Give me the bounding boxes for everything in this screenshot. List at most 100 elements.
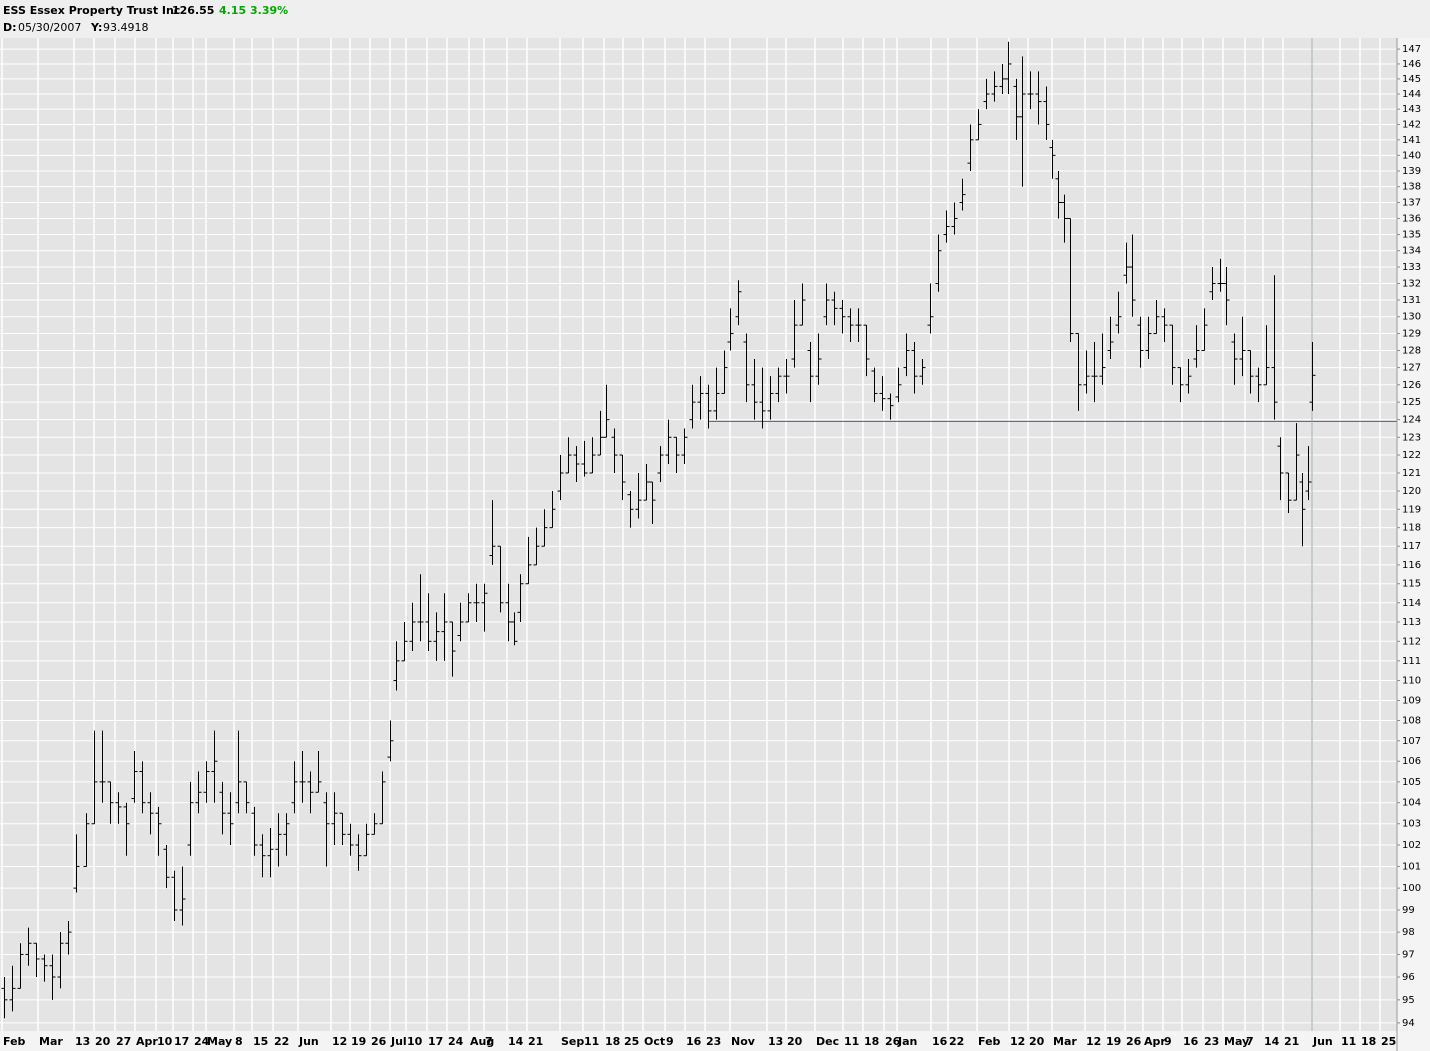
x-tick-label: 17 <box>174 1035 189 1048</box>
y-tick-label: 134 <box>1402 246 1421 257</box>
change-pct: 3.39% <box>250 4 288 17</box>
y-tick-label: 95 <box>1402 995 1415 1006</box>
y-tick-label: 117 <box>1402 541 1421 552</box>
y-tick-label: 129 <box>1402 329 1421 340</box>
x-tick-label: 19 <box>1106 1035 1121 1048</box>
y-tick-label: 123 <box>1402 432 1421 443</box>
ticker-name: ESS Essex Property Trust Inc <box>3 4 180 17</box>
x-tick-label: 12 <box>1010 1035 1025 1048</box>
x-tick-label: May <box>207 1035 232 1048</box>
y-tick-label: 96 <box>1402 972 1415 983</box>
y-tick-label: 127 <box>1402 363 1421 374</box>
y-tick-label: 146 <box>1402 59 1421 70</box>
y-tick-label: 132 <box>1402 278 1421 289</box>
x-tick-label: 26 <box>885 1035 901 1048</box>
x-tick-label: Sep <box>561 1035 584 1048</box>
y-tick-label: 142 <box>1402 119 1421 130</box>
y-tick-label: 111 <box>1402 656 1421 667</box>
y-tick-label: 108 <box>1402 716 1421 727</box>
x-tick-label: 21 <box>528 1035 543 1048</box>
y-tick-label: 116 <box>1402 560 1421 571</box>
x-tick-label: Aug <box>470 1035 494 1048</box>
x-tick-label: 20 <box>787 1035 803 1048</box>
x-tick-label: 21 <box>1284 1035 1299 1048</box>
x-tick-label: Jun <box>298 1035 319 1048</box>
x-tick-label: 22 <box>274 1035 289 1048</box>
y-tick-label: 119 <box>1402 504 1421 515</box>
y-tick-label: 107 <box>1402 736 1421 747</box>
y-tick-label: 94 <box>1402 1018 1415 1029</box>
x-tick-label: 27 <box>116 1035 131 1048</box>
y-tick-label: 102 <box>1402 840 1421 851</box>
x-tick-label: 25 <box>624 1035 639 1048</box>
x-tick-label: 10 <box>407 1035 423 1048</box>
x-tick-label: 12 <box>332 1035 347 1048</box>
y-tick-label: 136 <box>1402 213 1421 224</box>
y-tick-label: 114 <box>1402 598 1421 609</box>
y-tick-label: 113 <box>1402 617 1421 628</box>
y-tick-label: 112 <box>1402 636 1421 647</box>
x-tick-label: 13 <box>768 1035 783 1048</box>
y-tick-label: 98 <box>1402 927 1415 938</box>
y-tick-label: 109 <box>1402 695 1421 706</box>
y-tick-label: 147 <box>1402 44 1421 55</box>
x-tick-label: 8 <box>235 1035 243 1048</box>
y-tick-label: 118 <box>1402 523 1421 534</box>
x-tick-label: 18 <box>864 1035 879 1048</box>
x-tick-label: 18 <box>1361 1035 1376 1048</box>
x-tick-label: 16 <box>686 1035 702 1048</box>
x-tick-label: 20 <box>1029 1035 1045 1048</box>
y-tick-label: 103 <box>1402 819 1421 830</box>
y-tick-label: 97 <box>1402 949 1415 960</box>
y-tick-label: 143 <box>1402 104 1421 115</box>
x-tick-label: Jul <box>390 1035 407 1048</box>
y-tick-label: 144 <box>1402 89 1421 100</box>
y-label: Y: <box>90 21 102 34</box>
y-tick-label: 133 <box>1402 262 1421 273</box>
x-tick-label: 12 <box>1086 1035 1101 1048</box>
x-tick-label: 14 <box>1264 1035 1280 1048</box>
plot-bg <box>0 38 1397 1031</box>
x-tick-label: 15 <box>253 1035 268 1048</box>
y-tick-label: 115 <box>1402 579 1421 590</box>
x-tick-label: Dec <box>816 1035 839 1048</box>
x-tick-label: 23 <box>706 1035 721 1048</box>
x-tick-label: Nov <box>731 1035 756 1048</box>
x-tick-label: Jan <box>897 1035 917 1048</box>
y-tick-label: 106 <box>1402 756 1421 767</box>
x-tick-label: Feb <box>3 1035 26 1048</box>
y-tick-label: 125 <box>1402 397 1421 408</box>
y-tick-label: 131 <box>1402 295 1421 306</box>
x-tick-label: 7 <box>485 1035 493 1048</box>
y-tick-label: 101 <box>1402 861 1421 872</box>
x-tick-label: 13 <box>75 1035 90 1048</box>
y-tick-label: 100 <box>1402 883 1421 894</box>
y-tick-label: 124 <box>1402 415 1421 426</box>
x-tick-label: 26 <box>1126 1035 1142 1048</box>
y-tick-label: 120 <box>1402 486 1421 497</box>
axis-bg <box>1397 38 1430 1051</box>
y-tick-label: 110 <box>1402 676 1421 687</box>
x-tick-label: 11 <box>1341 1035 1356 1048</box>
x-tick-label: 22 <box>949 1035 964 1048</box>
x-tick-label: 23 <box>1204 1035 1219 1048</box>
x-tick-label: 24 <box>448 1035 464 1048</box>
y-tick-label: 138 <box>1402 182 1421 193</box>
y-tick-label: 105 <box>1402 777 1421 788</box>
y-tick-label: 145 <box>1402 74 1421 85</box>
x-tick-label: 9 <box>666 1035 674 1048</box>
change: 4.15 <box>219 4 246 17</box>
x-tick-label: Apr <box>1144 1035 1166 1048</box>
y-tick-label: 139 <box>1402 166 1421 177</box>
x-tick-label: May <box>1224 1035 1249 1048</box>
date-label: D: <box>3 21 17 34</box>
y-tick-label: 128 <box>1402 346 1421 357</box>
date: 05/30/2007 <box>18 21 81 34</box>
header-bg <box>0 0 1430 38</box>
x-tick-label: 26 <box>371 1035 387 1048</box>
y-tick-label: 104 <box>1402 798 1421 809</box>
x-tick-label: 11 <box>844 1035 859 1048</box>
x-tick-label: Apr <box>136 1035 158 1048</box>
